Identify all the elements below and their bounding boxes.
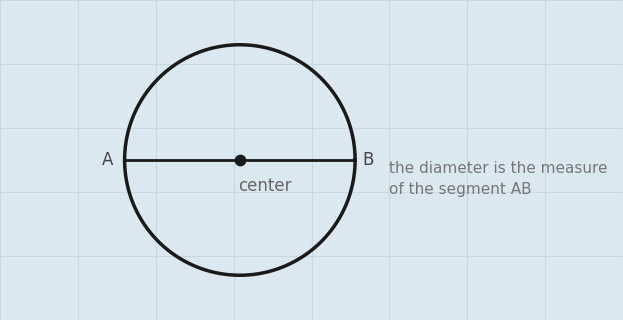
Text: the diameter is the measure
of the segment AB: the diameter is the measure of the segme… bbox=[389, 161, 608, 197]
Text: B: B bbox=[363, 151, 374, 169]
Point bbox=[235, 157, 245, 163]
Text: A: A bbox=[102, 151, 113, 169]
Text: center: center bbox=[238, 177, 292, 195]
